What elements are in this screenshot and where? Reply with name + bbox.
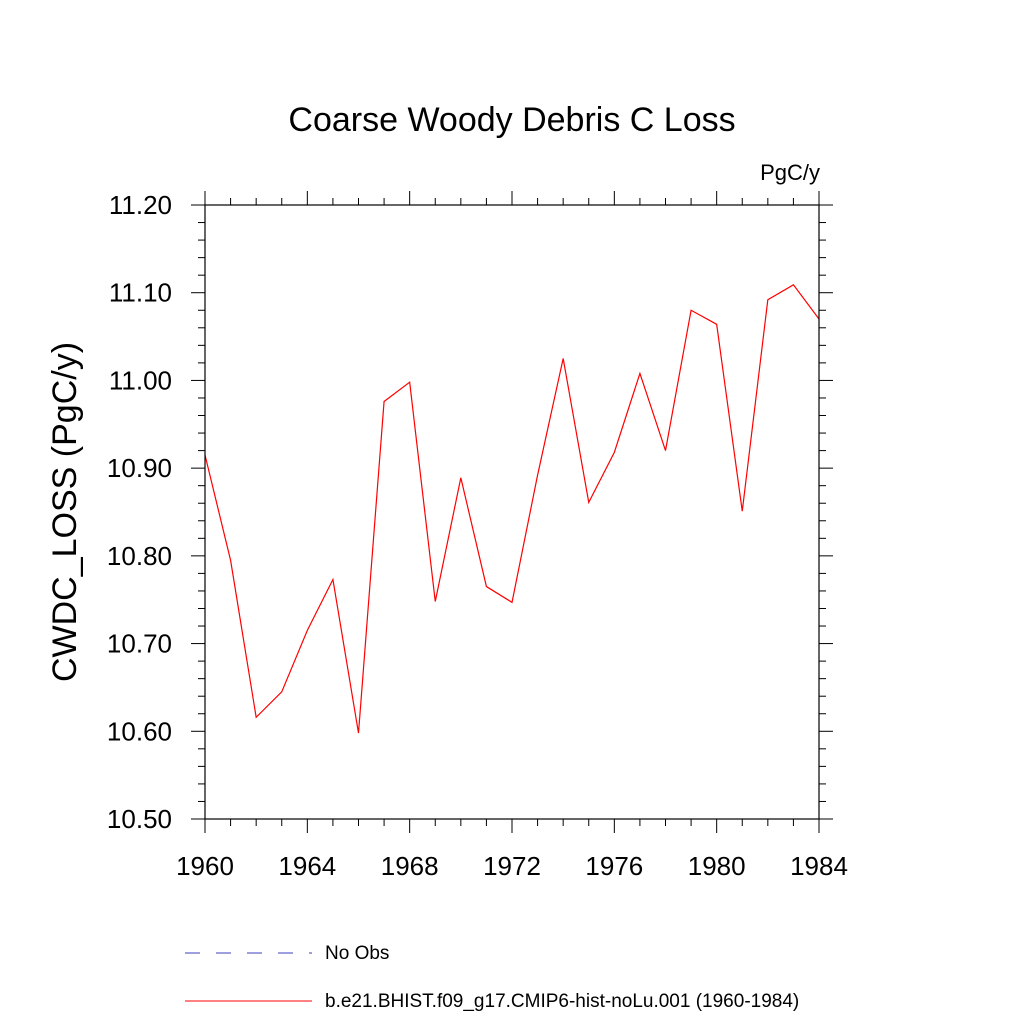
x-tick-label: 1984	[790, 851, 848, 881]
y-tick-label: 10.80	[107, 541, 172, 571]
x-tick-label: 1964	[278, 851, 336, 881]
x-tick-label: 1976	[585, 851, 643, 881]
x-tick-label: 1972	[483, 851, 541, 881]
y-tick-label: 11.10	[109, 278, 172, 308]
y-tick-label: 10.90	[107, 453, 172, 483]
minor-ticks	[198, 198, 826, 826]
tick-labels: 1960 1964 1968 1972 1976 1980 1984 10.50 10.60 10…	[107, 190, 848, 881]
legend-label-model-run: b.e21.BHIST.f09_g17.CMIP6-hist-noLu.001 …	[325, 991, 799, 1012]
plot-frame	[204, 204, 820, 820]
y-tick-label: 10.60	[107, 716, 172, 746]
y-axis-label: CWDC_LOSS (PgC/y)	[46, 342, 84, 682]
legend-label-no-obs: No Obs	[325, 943, 389, 964]
chart-title: Coarse Woody Debris C Loss	[288, 101, 735, 139]
y-tick-label: 11.20	[109, 190, 172, 220]
series-layer	[204, 284, 820, 734]
y-tick-label: 11.00	[109, 365, 172, 395]
y-tick-label: 10.70	[107, 629, 172, 659]
x-tick-label: 1968	[381, 851, 439, 881]
legend: No Obs b.e21.BHIST.f09_g17.CMIP6-hist-no…	[185, 943, 799, 1012]
major-ticks	[191, 191, 833, 833]
units-label: PgC/y	[760, 160, 820, 185]
x-tick-label: 1980	[688, 851, 746, 881]
series-line-0	[204, 284, 820, 734]
x-tick-label: 1960	[176, 851, 234, 881]
y-tick-label: 10.50	[107, 804, 172, 834]
